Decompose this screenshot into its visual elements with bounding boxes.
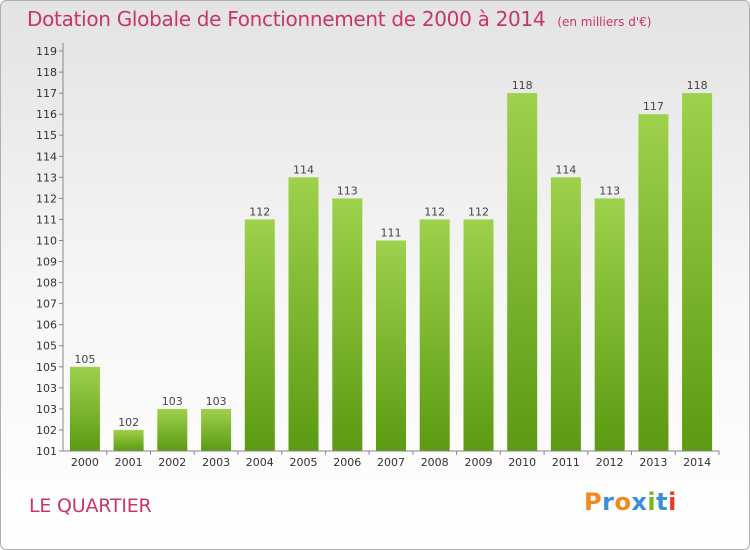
- data-label-2012: 113: [599, 184, 620, 197]
- bar-2002: [157, 408, 188, 451]
- x-tick-label-2010: 2010: [508, 456, 536, 469]
- y-tick-label: 101: [36, 445, 57, 458]
- bar-2011: [550, 177, 581, 452]
- y-tick-label: 107: [36, 298, 57, 311]
- data-label-2013: 117: [643, 100, 664, 113]
- axes-layer: 2000 2001 2002 2003 2004 2005 2006 2007 2008 2009…: [36, 43, 720, 469]
- logo-letter: P: [584, 488, 603, 516]
- title-row: Dotation Globale de Fonctionnement de 20…: [27, 7, 651, 31]
- bar-2009: [463, 219, 494, 451]
- x-tick-label-2006: 2006: [333, 456, 361, 469]
- bar-2005: [288, 177, 319, 452]
- logo-letter: o: [614, 488, 632, 516]
- bar-2004: [244, 219, 275, 451]
- logo-letter: x: [631, 488, 648, 516]
- data-label-2014: 118: [687, 79, 708, 92]
- proxiti-logo: Proxiti: [584, 488, 677, 516]
- y-tick-label: 103: [36, 403, 57, 416]
- bar-2001: [113, 429, 144, 451]
- y-tick-label: 117: [36, 87, 57, 100]
- commune-name: LE QUARTIER: [29, 495, 152, 517]
- x-tick-label-2012: 2012: [596, 456, 624, 469]
- y-tick-label: 118: [36, 66, 57, 79]
- x-tick-label-2000: 2000: [71, 456, 99, 469]
- bar-2008: [419, 219, 450, 451]
- y-tick-label: 115: [36, 129, 57, 142]
- bar-2013: [638, 114, 669, 451]
- y-tick-label: 112: [36, 192, 57, 205]
- bar-2000: [69, 366, 100, 451]
- bars-layer: 105 102 103 103 112 114 113 111 112 112 118 114 113 1…: [69, 79, 713, 452]
- x-tick-label-2001: 2001: [115, 456, 143, 469]
- x-tick-label-2004: 2004: [246, 456, 274, 469]
- y-tick-label: 105: [36, 340, 57, 353]
- data-label-2006: 113: [337, 184, 358, 197]
- y-tick-label: 113: [36, 171, 57, 184]
- y-tick-label: 119: [36, 45, 57, 58]
- x-tick-label-2013: 2013: [639, 456, 667, 469]
- x-tick-label-2005: 2005: [290, 456, 318, 469]
- y-tick-label: 103: [36, 382, 57, 395]
- data-label-2010: 118: [512, 79, 533, 92]
- logo-letter: i: [668, 488, 677, 516]
- data-label-2000: 105: [74, 353, 95, 366]
- y-tick-label: 108: [36, 277, 57, 290]
- y-tick-label: 109: [36, 256, 57, 269]
- y-tick-label: 111: [36, 213, 57, 226]
- bar-2010: [507, 93, 538, 451]
- x-tick-label-2003: 2003: [202, 456, 230, 469]
- chart-title: Dotation Globale de Fonctionnement de 20…: [27, 7, 546, 31]
- y-tick-label: 114: [36, 150, 57, 163]
- y-tick-label: 110: [36, 235, 57, 248]
- bar-2014: [682, 93, 713, 451]
- data-label-2004: 112: [249, 205, 270, 218]
- y-tick-label: 116: [36, 108, 57, 121]
- x-tick-label-2008: 2008: [421, 456, 449, 469]
- logo-letter: t: [656, 488, 669, 516]
- bar-2003: [201, 408, 232, 451]
- bar-2012: [594, 198, 625, 451]
- y-tick-label: 105: [36, 361, 57, 374]
- data-label-2002: 103: [162, 395, 183, 408]
- x-tick-label-2014: 2014: [683, 456, 711, 469]
- bar-2006: [332, 198, 363, 451]
- data-label-2009: 112: [468, 205, 489, 218]
- y-tick-label: 102: [36, 424, 57, 437]
- data-label-2007: 111: [381, 227, 402, 240]
- data-label-2011: 114: [555, 163, 576, 176]
- x-tick-label-2007: 2007: [377, 456, 405, 469]
- data-label-2008: 112: [424, 205, 445, 218]
- chart-subtitle: (en milliers d'€): [557, 15, 652, 29]
- x-tick-label-2002: 2002: [158, 456, 186, 469]
- logo-letter: i: [647, 488, 657, 516]
- x-tick-label-2011: 2011: [552, 456, 580, 469]
- bar-2007: [376, 240, 406, 451]
- data-label-2003: 103: [206, 395, 227, 408]
- y-tick-label: 106: [36, 319, 57, 332]
- logo-letter: r: [602, 488, 615, 516]
- data-label-2005: 114: [293, 163, 314, 176]
- data-label-2001: 102: [118, 416, 139, 429]
- x-tick-label-2009: 2009: [465, 456, 493, 469]
